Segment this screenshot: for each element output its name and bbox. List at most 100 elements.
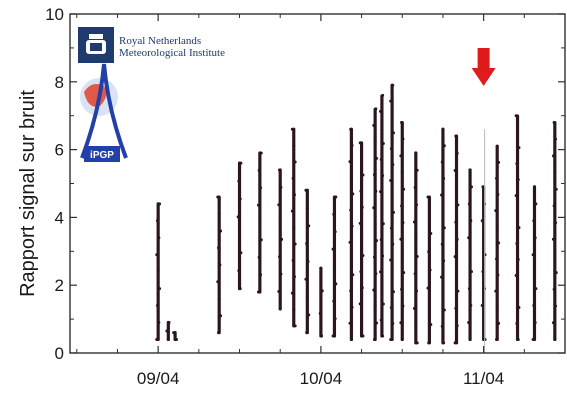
data-point (379, 109, 383, 113)
data-burst (389, 83, 395, 342)
data-point (391, 322, 395, 326)
data-burst (256, 151, 263, 294)
data-point (453, 341, 457, 345)
data-point (531, 253, 535, 257)
data-point (514, 274, 518, 278)
data-point (389, 147, 393, 151)
data-point (456, 203, 460, 207)
data-point (155, 304, 159, 308)
data-point (372, 255, 376, 259)
data-burst (426, 195, 433, 345)
y-tick-label: 0 (55, 344, 64, 363)
data-point (219, 229, 223, 233)
data-point (554, 221, 558, 225)
data-point (453, 255, 457, 259)
data-point (334, 282, 338, 286)
data-point (305, 331, 309, 335)
data-point (391, 163, 395, 167)
data-point (360, 157, 364, 161)
data-point (455, 272, 459, 276)
data-point (320, 289, 324, 293)
data-point (360, 237, 364, 241)
data-burst (480, 185, 487, 342)
data-point (258, 220, 262, 224)
data-point (217, 212, 221, 216)
data-point (554, 304, 558, 308)
data-point (467, 236, 471, 240)
knmi-name-line2: Meteorological Institute (119, 47, 225, 59)
data-burst (494, 144, 501, 342)
data-burst (514, 114, 521, 342)
data-burst (155, 202, 162, 342)
data-point (391, 131, 395, 135)
data-point (375, 321, 379, 325)
data-point (216, 246, 220, 250)
data-point (158, 287, 162, 291)
data-point (307, 224, 311, 228)
data-point (440, 160, 444, 164)
data-point (373, 140, 377, 144)
data-point (440, 193, 444, 197)
data-point (158, 202, 162, 206)
data-point (497, 241, 501, 245)
arrow-layer (471, 48, 496, 353)
data-point (175, 337, 179, 341)
data-point (236, 215, 240, 219)
data-point (494, 257, 498, 261)
data-point (427, 213, 431, 217)
data-point (216, 195, 220, 199)
data-point (372, 288, 376, 292)
data-point (256, 290, 260, 294)
data-point (427, 341, 431, 345)
y-tick-label: 2 (55, 276, 64, 295)
data-point (454, 306, 458, 310)
data-point (350, 305, 354, 309)
data-point (514, 194, 518, 198)
data-burst (304, 188, 311, 335)
data-point (551, 154, 555, 158)
data-point (279, 185, 283, 189)
data-point (373, 222, 377, 226)
data-point (402, 187, 406, 191)
data-burst (331, 195, 338, 338)
data-point (217, 297, 221, 301)
data-point (380, 286, 384, 290)
data-point (307, 313, 311, 317)
data-points (155, 83, 558, 345)
data-point (426, 195, 430, 199)
data-point (157, 320, 161, 324)
data-point (442, 308, 446, 312)
data-point (381, 141, 385, 145)
data-point (349, 208, 353, 212)
data-point (454, 220, 458, 224)
data-point (278, 255, 282, 259)
data-point (455, 186, 459, 190)
data-point (427, 250, 431, 254)
data-point (440, 324, 444, 328)
data-point (532, 304, 536, 308)
data-point (497, 160, 501, 164)
data-point (468, 253, 472, 257)
data-point (442, 341, 446, 345)
data-burst (236, 161, 243, 291)
x-tick-label: 09/04 (137, 369, 180, 388)
data-burst (290, 127, 297, 328)
data-point (278, 220, 282, 224)
y-axis-title: Rapport signal sur bruit (17, 90, 39, 297)
data-point (293, 160, 297, 164)
data-point (291, 176, 295, 180)
data-point (278, 168, 282, 172)
data-point (156, 270, 160, 274)
data-point (277, 290, 281, 294)
data-point (532, 219, 536, 223)
data-point (554, 187, 558, 191)
data-point (379, 318, 383, 322)
data-point (440, 275, 444, 279)
data-point (495, 144, 499, 148)
data-point (320, 334, 324, 338)
data-point (389, 99, 393, 103)
data-point (381, 93, 385, 97)
data-point (292, 144, 296, 148)
eiffel-arc-icon (80, 63, 128, 159)
